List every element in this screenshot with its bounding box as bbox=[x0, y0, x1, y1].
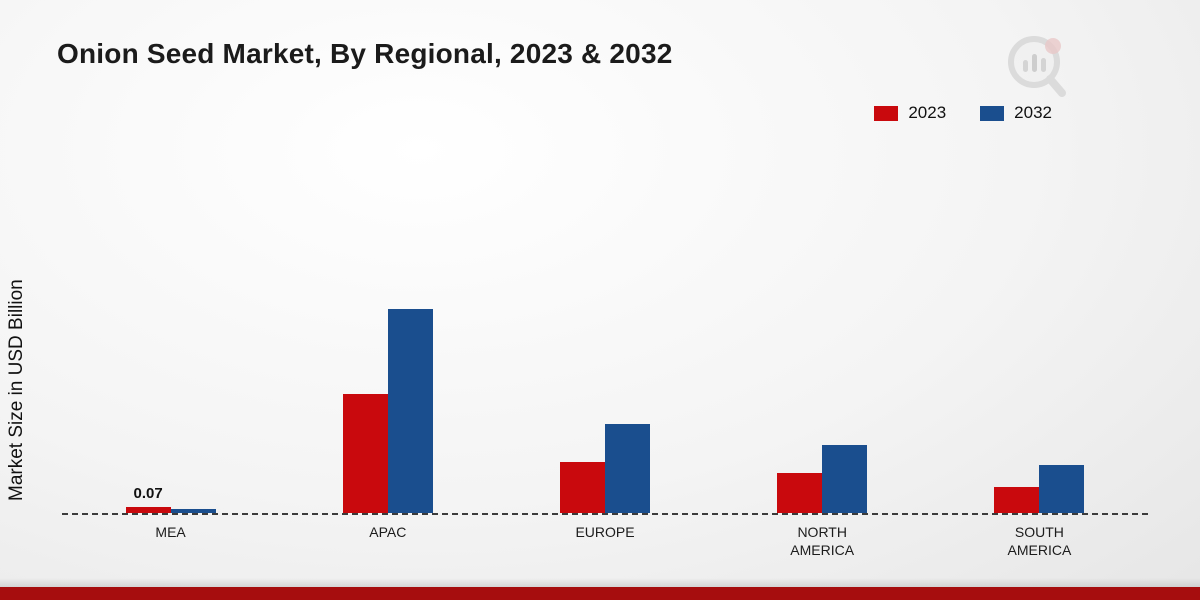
bar-data-label: 0.07 bbox=[133, 485, 163, 502]
x-axis-label-north-america: NORTH AMERICA bbox=[714, 524, 931, 559]
legend-swatch-2032 bbox=[980, 105, 1005, 121]
bar-2023-europe bbox=[560, 462, 605, 513]
bar-2023-north-america bbox=[777, 473, 823, 513]
bar-wrap bbox=[342, 394, 388, 513]
legend: 2023 2032 bbox=[874, 103, 1052, 123]
bar-2023-apac bbox=[342, 394, 388, 513]
x-axis-label-text: MEA bbox=[155, 524, 186, 540]
legend-label: 2023 bbox=[908, 103, 947, 122]
bottom-fade bbox=[0, 578, 1200, 587]
bar-wrap bbox=[822, 445, 868, 513]
bar-2032-south-america bbox=[1039, 465, 1085, 513]
bar-wrap bbox=[777, 473, 823, 513]
bar-wrap bbox=[994, 487, 1040, 513]
x-axis-label-europe: EUROPE bbox=[496, 524, 713, 559]
bar-2032-europe bbox=[605, 424, 650, 513]
brand-logo bbox=[1008, 36, 1066, 97]
x-axis-label-text: NORTH AMERICA bbox=[790, 524, 855, 558]
bar-2032-apac bbox=[387, 309, 433, 513]
bar-2023-mea bbox=[125, 507, 171, 513]
y-axis-label: Market Size in USD Billion bbox=[6, 279, 27, 501]
x-axis-label-mea: MEA bbox=[62, 524, 279, 559]
bar-group-north-america bbox=[714, 303, 931, 513]
x-axis-label-south-america: SOUTH AMERICA bbox=[931, 524, 1148, 559]
bar-group-mea: 0.07 bbox=[62, 303, 279, 513]
bar-group-apac bbox=[279, 303, 496, 513]
bar-group-europe bbox=[496, 303, 713, 513]
bar-group-south-america bbox=[931, 303, 1148, 513]
x-axis-label-apac: APAC bbox=[279, 524, 496, 559]
legend-label: 2032 bbox=[1014, 103, 1052, 122]
x-axis-baseline bbox=[62, 513, 1148, 515]
x-axis-label-text: EUROPE bbox=[575, 524, 635, 540]
bar-2023-south-america bbox=[994, 487, 1040, 513]
x-axis-labels: MEA APAC EUROPE NORTH AMERICA SOUTH AMERICA bbox=[62, 524, 1148, 559]
chart-title: Onion Seed Market, By Regional, 2023 & 2… bbox=[57, 38, 673, 69]
bottom-accent-bar bbox=[0, 587, 1200, 600]
legend-swatch-2023 bbox=[874, 105, 899, 121]
x-axis-label-text: APAC bbox=[369, 524, 407, 540]
bar-2032-north-america bbox=[822, 445, 868, 513]
bar-wrap bbox=[1039, 465, 1085, 513]
bar-wrap bbox=[560, 462, 605, 513]
legend-item-2023: 2023 bbox=[874, 103, 946, 123]
bar-2032-mea bbox=[170, 509, 216, 513]
bar-wrap: 0.07 bbox=[125, 485, 171, 513]
x-axis-label-text: SOUTH AMERICA bbox=[1007, 524, 1072, 558]
bar-wrap bbox=[605, 424, 650, 513]
plot-area: 0.07 bbox=[62, 303, 1148, 513]
legend-item-2032: 2032 bbox=[980, 103, 1052, 123]
bar-wrap bbox=[170, 509, 216, 513]
bar-wrap bbox=[387, 309, 433, 513]
